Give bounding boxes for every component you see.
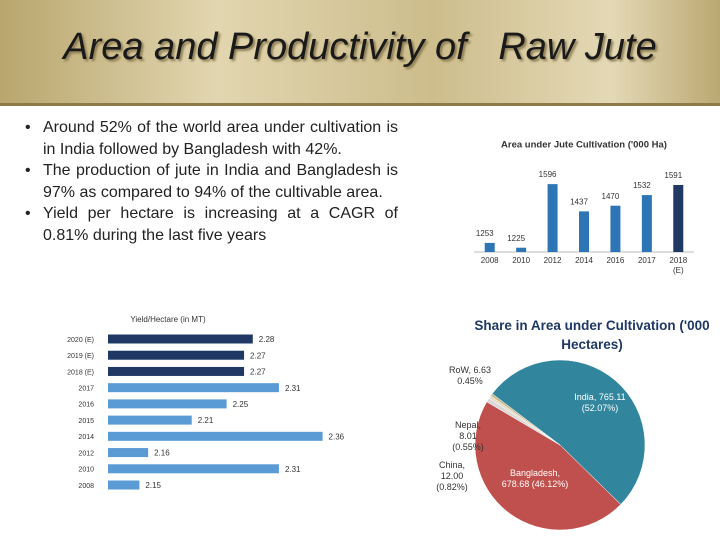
data-label: 2.21 <box>198 416 214 425</box>
bar <box>484 242 495 252</box>
pie-slice <box>490 393 561 446</box>
data-label: 1591 <box>664 171 682 180</box>
x-tick-label: 2014 <box>575 256 593 265</box>
bullet: Yield per hectare is increasing at a CAG… <box>25 203 398 246</box>
bar <box>108 448 149 458</box>
bar <box>673 184 684 252</box>
x-tick-label: 2017 <box>637 256 656 265</box>
x-tick-label: 2008 <box>480 256 499 265</box>
y-tick-label: 2017 <box>78 386 94 393</box>
data-label: 2.16 <box>154 449 170 458</box>
data-label: 1532 <box>633 181 651 190</box>
y-tick-label: 2012 <box>78 450 94 457</box>
y-tick-label: 2018 (E) <box>67 369 94 376</box>
pie-slice <box>491 359 646 505</box>
data-label: 2.27 <box>250 351 266 360</box>
slice-label: Bangladesh, 678.68 (46.12%) <box>501 468 569 489</box>
data-label: 2.15 <box>145 481 161 490</box>
bar <box>108 464 279 474</box>
bar <box>516 247 527 252</box>
x-tick-label: 2012 <box>543 256 562 265</box>
bar <box>108 415 192 425</box>
bar <box>108 480 140 490</box>
slice-label: RoW, 6.63 0.45% <box>448 365 492 386</box>
y-tick-label: 2019 (E) <box>67 353 94 360</box>
bar <box>547 184 558 252</box>
data-label: 2.31 <box>285 465 301 474</box>
data-label: 1437 <box>570 197 588 206</box>
bar <box>641 195 652 252</box>
chart-title: Share in Area under Cultivation ('000 He… <box>474 318 710 352</box>
bullet: The production of jute in India and Bang… <box>25 160 398 203</box>
bar <box>610 205 621 252</box>
y-tick-label: 2014 <box>78 434 94 441</box>
bar <box>108 383 279 393</box>
x-tick-label: 2018 (E) <box>669 256 688 275</box>
data-label: 1225 <box>507 234 525 243</box>
bullet-list: Around 52% of the world area under culti… <box>25 117 398 246</box>
x-tick-label: 2016 <box>606 256 625 265</box>
y-tick-label: 2020 (E) <box>67 337 94 344</box>
slide-title: Area and Productivity of Raw Jute <box>63 26 657 68</box>
pie-slice <box>474 401 622 531</box>
title-banner <box>0 0 720 105</box>
data-label: 1253 <box>476 229 494 238</box>
bar <box>108 334 253 344</box>
bar <box>108 431 323 441</box>
bar <box>108 350 245 360</box>
bullet: Around 52% of the world area under culti… <box>25 117 398 160</box>
data-label: 2.25 <box>233 400 249 409</box>
bar <box>108 366 245 376</box>
y-tick-label: 2008 <box>78 483 94 490</box>
data-label: 2.36 <box>329 432 345 441</box>
data-label: 1596 <box>539 170 557 179</box>
data-label: 2.28 <box>259 335 275 344</box>
slice-label: India, 765.11 (52.07%) <box>574 392 626 413</box>
data-label: 1470 <box>602 192 620 201</box>
banner-rule <box>0 103 720 106</box>
y-tick-label: 2010 <box>78 467 94 474</box>
data-label: 2.31 <box>285 384 301 393</box>
y-tick-label: 2016 <box>78 402 94 409</box>
chart-title: Area under Jute Cultivation ('000 Ha) <box>501 140 667 151</box>
x-tick-label: 2010 <box>512 256 531 265</box>
y-tick-label: 2015 <box>78 418 94 425</box>
slice-label: China, 12.00 (0.82%) <box>436 460 468 492</box>
chart-title: Yield/Hectare (in MT) <box>130 315 206 324</box>
slice-label: Nepal, 8.01 (0.55%) <box>452 420 484 452</box>
bar <box>108 399 227 409</box>
data-label: 2.27 <box>250 368 266 377</box>
bar <box>579 211 589 252</box>
